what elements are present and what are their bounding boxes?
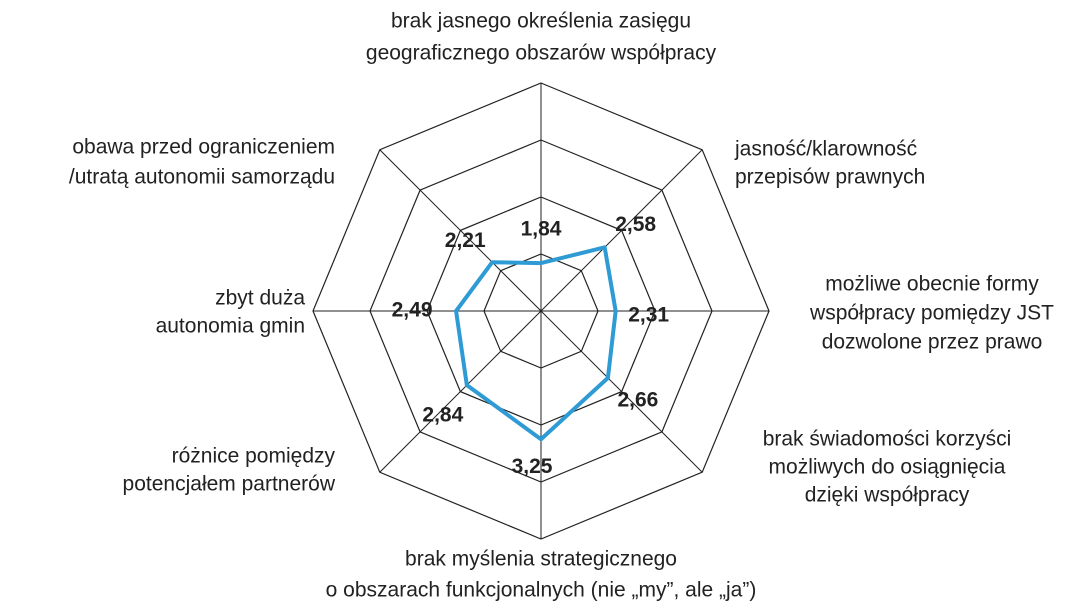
category-label: możliwych do osiągnięcia (769, 456, 1006, 479)
value-label: 1,84 (521, 218, 562, 241)
category-label: możliwe obecnie formy (825, 273, 1039, 296)
category-label: jasność/klarowność (734, 138, 917, 161)
spoke (540, 310, 703, 473)
category-label: /utratą autonomii samorządu (69, 166, 335, 189)
spoke (379, 310, 542, 473)
category-label: dozwolone przez prawo (822, 331, 1043, 354)
value-label: 2,49 (392, 299, 433, 322)
category-label: o obszarach funkcjonalnych (nie „my”, al… (326, 579, 757, 602)
value-label: 2,84 (422, 404, 463, 427)
category-label: geograficznego obszarów współpracy (366, 42, 717, 65)
category-label: różnice pomiędzy (172, 445, 336, 468)
category-label: dzięki współpracy (805, 484, 970, 507)
spoke (379, 149, 542, 312)
value-label: 2,66 (617, 388, 658, 411)
value-label: 3,25 (512, 455, 553, 478)
category-label: zbyt duża (215, 287, 305, 310)
category-label: obawa przed ograniczeniem (72, 136, 335, 159)
category-label: brak myślenia strategicznego (405, 548, 677, 571)
category-label: współpracy pomiędzy JST (809, 302, 1054, 325)
category-label: potencjałem partnerów (123, 473, 336, 496)
value-label: 2,31 (628, 304, 669, 327)
category-label: autonomia gmin (156, 315, 305, 338)
category-label: brak świadomości korzyści (763, 428, 1012, 451)
data-line (454, 245, 618, 442)
value-label: 2,58 (615, 213, 656, 236)
category-label: brak jasnego określenia zasięgu (391, 10, 691, 33)
category-label: przepisów prawnych (735, 166, 925, 189)
value-label: 2,21 (445, 229, 486, 252)
spoke (540, 149, 703, 312)
